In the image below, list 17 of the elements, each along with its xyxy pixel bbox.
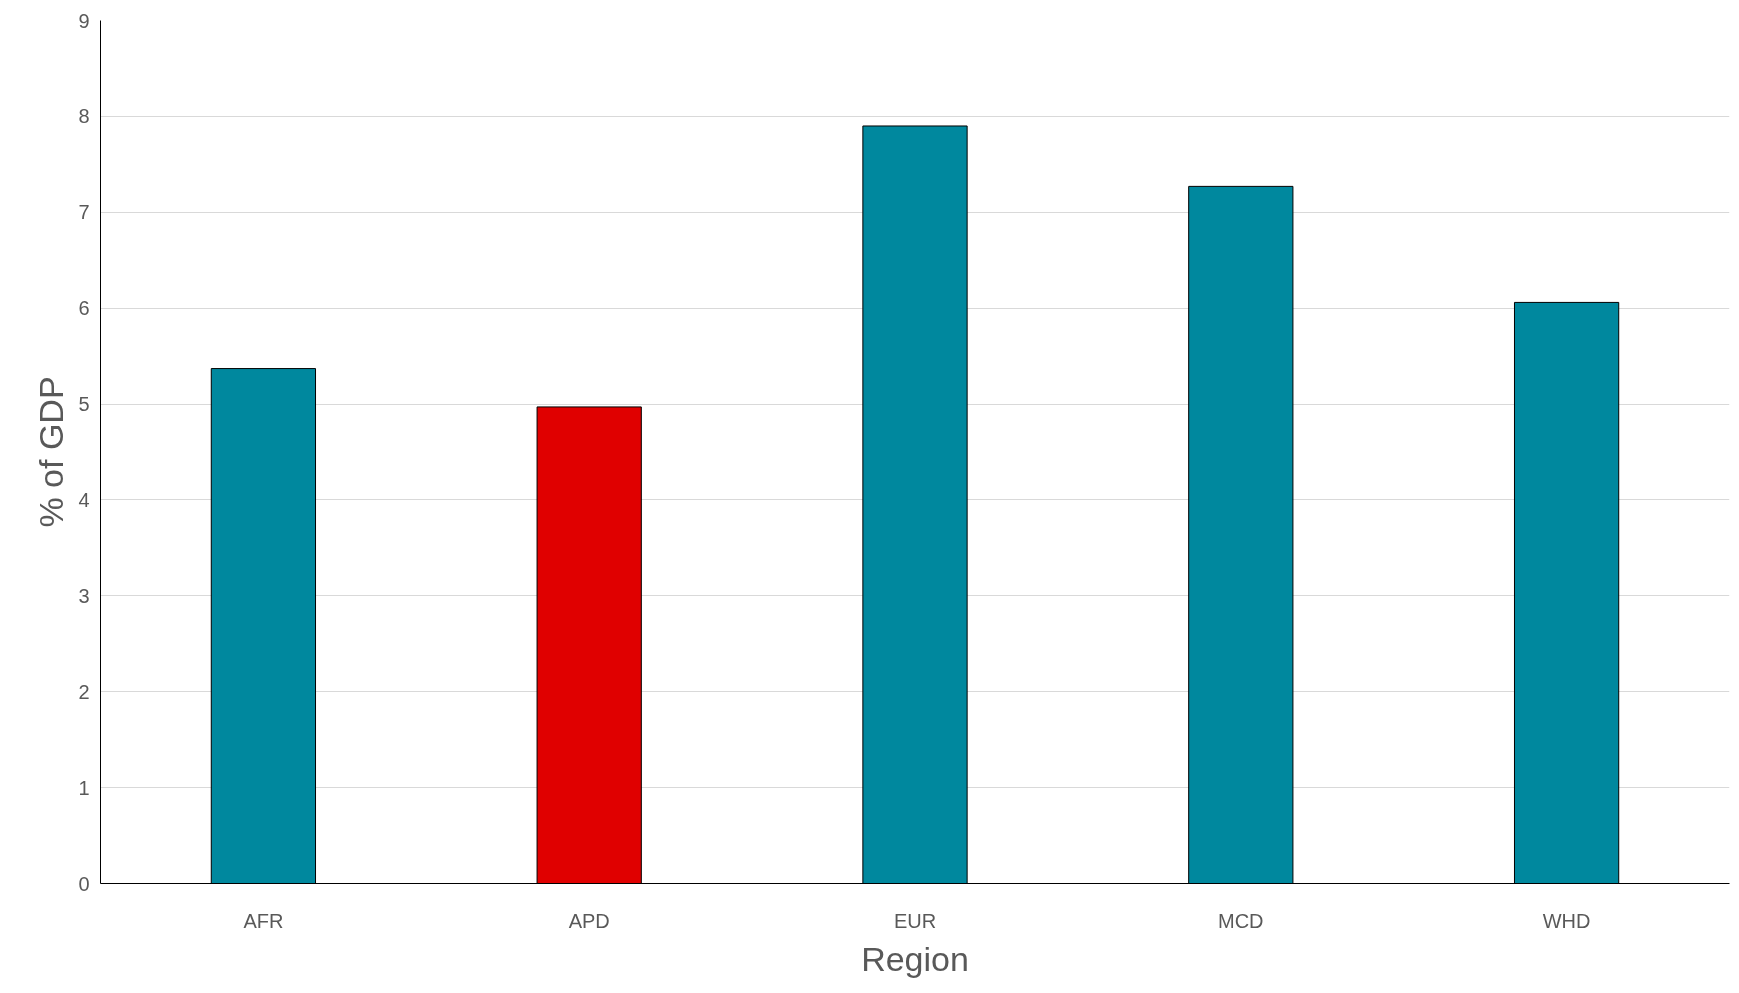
y-tick-label: 1 xyxy=(78,776,90,799)
y-tick-label: 6 xyxy=(78,297,90,320)
y-tick-label: 3 xyxy=(78,584,90,607)
y-tick-label: 2 xyxy=(78,680,90,703)
x-tick-label: APD xyxy=(568,909,610,932)
x-tick-label: WHD xyxy=(1542,909,1591,932)
y-axis-title: % of GDP xyxy=(32,376,71,528)
y-tick-label: 7 xyxy=(78,201,90,224)
y-tick-label: 9 xyxy=(78,9,90,32)
y-tick-label: 4 xyxy=(78,488,90,511)
y-tick-label: 0 xyxy=(78,872,90,895)
x-tick-label: MCD xyxy=(1218,909,1264,932)
y-tick-label: 5 xyxy=(78,393,90,416)
x-axis-title: Region xyxy=(861,939,969,978)
x-tick-label: EUR xyxy=(893,909,937,932)
x-tick-label: AFR xyxy=(243,909,284,932)
y-tick-label: 8 xyxy=(78,105,90,128)
